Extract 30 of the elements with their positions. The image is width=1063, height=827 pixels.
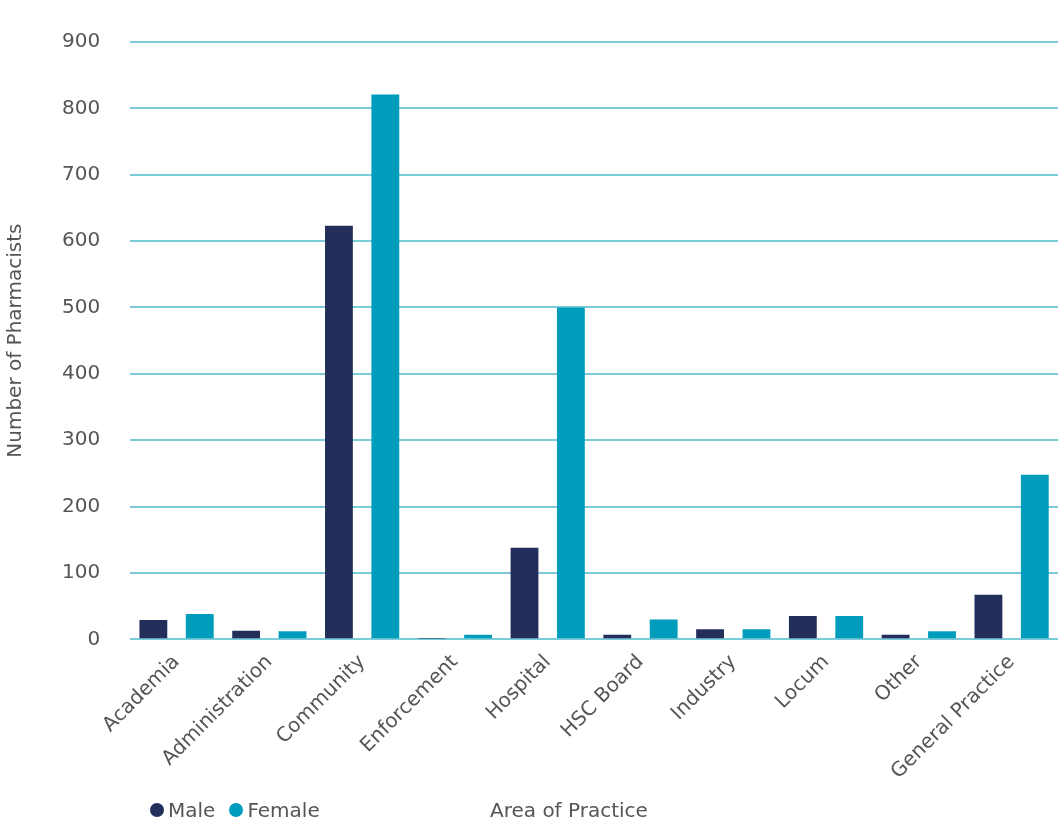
legend-label: Female bbox=[247, 798, 320, 822]
bar bbox=[835, 616, 864, 639]
y-tick-label: 500 bbox=[61, 293, 101, 318]
y-axis-title: Number of Pharmacists bbox=[2, 223, 27, 458]
bar bbox=[742, 629, 771, 639]
y-tick-label: 700 bbox=[61, 160, 101, 185]
bar bbox=[649, 619, 678, 639]
bar bbox=[974, 594, 1003, 639]
bar bbox=[510, 547, 539, 639]
y-tick-label: 100 bbox=[61, 559, 101, 584]
y-tick-label: 200 bbox=[61, 492, 101, 517]
y-tick-label: 300 bbox=[61, 426, 101, 451]
bar bbox=[788, 616, 817, 639]
bar bbox=[325, 225, 353, 639]
bar bbox=[928, 631, 956, 639]
y-tick-label: 600 bbox=[61, 227, 101, 252]
bar bbox=[371, 94, 400, 639]
bar bbox=[232, 630, 261, 639]
bar bbox=[1020, 474, 1049, 639]
y-tick-label: 400 bbox=[61, 360, 101, 385]
y-tick-label: 0 bbox=[87, 625, 101, 650]
bar bbox=[278, 631, 307, 639]
x-axis-title: Area of Practice bbox=[490, 798, 648, 822]
bar bbox=[696, 629, 724, 639]
bar bbox=[185, 614, 214, 639]
y-tick-label: 800 bbox=[61, 94, 101, 119]
bar bbox=[556, 307, 585, 639]
bar bbox=[139, 620, 168, 639]
legend-label: Male bbox=[168, 798, 216, 822]
y-tick-label: 900 bbox=[61, 28, 101, 53]
